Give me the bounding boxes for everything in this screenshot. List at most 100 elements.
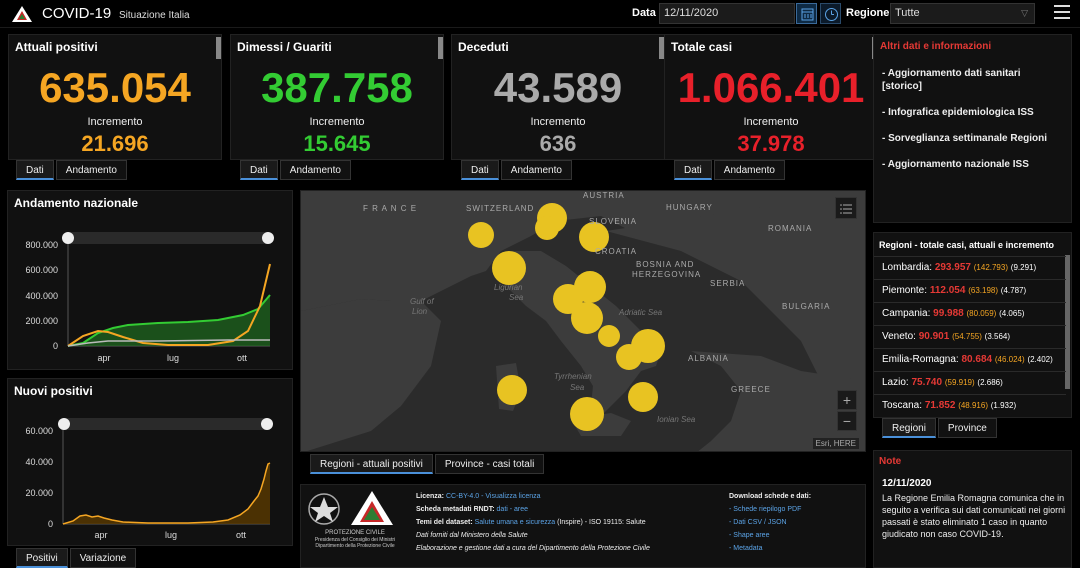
info-link-dati-sanitari[interactable]: - Aggiornamento dati sanitari xyxy=(882,68,1021,79)
download-pdf-link[interactable]: - Schede riepilogo PDF xyxy=(729,506,802,513)
map-label: Adriatic Sea xyxy=(619,308,663,317)
y-tick: 20.000 xyxy=(25,488,53,498)
tab-dati[interactable]: Dati xyxy=(674,160,712,180)
chevron-down-icon: ▽ xyxy=(1021,8,1028,18)
range-slider-handle-left[interactable] xyxy=(58,418,70,430)
range-slider-handle-left[interactable] xyxy=(62,232,74,244)
date-input[interactable]: 12/11/2020 xyxy=(659,3,795,24)
tab-andamento[interactable]: Andamento xyxy=(500,160,572,180)
protezione-civile-emblem-icon xyxy=(351,491,393,525)
credits-panel: PROTEZIONE CIVILE Presidenza del Consigl… xyxy=(300,484,866,568)
info-link-infografica[interactable]: - Infografica epidemiologica ISS xyxy=(882,107,1034,118)
map-label: CROATIA xyxy=(595,247,637,256)
org-sub2: Dipartimento della Protezione Civile xyxy=(315,543,395,549)
menu-button[interactable] xyxy=(1054,5,1070,21)
calendar-icon xyxy=(801,8,814,21)
y-tick: 0 xyxy=(53,341,58,351)
tab-dati[interactable]: Dati xyxy=(16,160,54,180)
license-link[interactable]: CC-BY-4.0 - Visualizza licenza xyxy=(445,493,541,500)
info-link-sorveglianza[interactable]: - Sorveglianza settimanale Regioni xyxy=(882,133,1048,144)
y-tick: 800.000 xyxy=(25,240,58,250)
line-guariti xyxy=(67,294,271,347)
x-tick: apr xyxy=(97,353,110,363)
region-row[interactable]: Toscana: 71.852 (48.916) (1.932) xyxy=(874,394,1066,417)
andamento-nazionale-panel: Andamento nazionale 800.000 600.000 400.… xyxy=(7,190,293,370)
card-scrollbar[interactable] xyxy=(659,37,664,59)
map-legend-button[interactable] xyxy=(835,197,857,219)
tab-province-casi[interactable]: Province - casi totali xyxy=(434,454,545,474)
tab-andamento[interactable]: Andamento xyxy=(713,160,785,180)
tab-andamento[interactable]: Andamento xyxy=(55,160,127,180)
card-scrollbar[interactable] xyxy=(216,37,221,59)
range-slider-handle-right[interactable] xyxy=(262,232,274,244)
region-row[interactable]: Lazio: 75.740 (59.919) (2.686) xyxy=(874,371,1066,394)
card-title: Totale casi xyxy=(671,40,733,54)
themes-link[interactable]: Salute umana e sicurezza xyxy=(474,519,556,526)
region-select[interactable]: Tutte ▽ xyxy=(890,3,1035,24)
regions-scrollbar[interactable] xyxy=(1065,255,1070,389)
org-sub1: Presidenza del Consiglio dei Ministri xyxy=(314,537,396,543)
card-value: 1.066.401 xyxy=(677,64,865,111)
zoom-out-button[interactable]: − xyxy=(837,411,857,431)
tab-province[interactable]: Province xyxy=(937,418,997,438)
map-label: Ligurian xyxy=(494,283,523,292)
region-row[interactable]: Emilia-Romagna: 80.684 (46.024) (2.402) xyxy=(874,348,1066,371)
clock-icon xyxy=(825,8,838,21)
nuovi-tabs: Positivi Variazione xyxy=(16,548,138,568)
card-tabs-1: Dati Andamento xyxy=(16,160,129,180)
map-label: SWITZERLAND xyxy=(466,204,535,213)
tab-positivi[interactable]: Positivi xyxy=(16,548,68,568)
time-button[interactable] xyxy=(820,3,841,24)
tab-dati[interactable]: Dati xyxy=(240,160,278,180)
map-bubble xyxy=(598,325,620,347)
range-slider-track[interactable] xyxy=(68,232,268,244)
notes-title: Note xyxy=(879,456,902,467)
date-label: Data xyxy=(632,7,656,19)
land-iberia xyxy=(301,299,441,451)
download-shape-link[interactable]: - Shape aree xyxy=(729,532,770,539)
region-row[interactable]: Veneto: 90.901 (54.755) (3.564) xyxy=(874,325,1066,348)
calendar-button[interactable] xyxy=(796,3,817,24)
x-tick: lug xyxy=(165,530,177,540)
regions-title: Regioni - totale casi, attuali e increme… xyxy=(879,240,1055,250)
region-row[interactable]: Campania: 99.988 (80.059) (4.065) xyxy=(874,302,1066,325)
info-link-storico[interactable]: [storico] xyxy=(882,81,922,92)
map-label: ROMANIA xyxy=(768,224,813,233)
map-label: BOSNIA AND xyxy=(636,260,695,269)
region-row[interactable]: Piemonte: 112.054 (63.198) (4.787) xyxy=(874,279,1066,302)
metadata-link[interactable]: dati - aree xyxy=(496,506,529,513)
zoom-in-button[interactable]: + xyxy=(837,390,857,410)
card-increment-label: Incremento xyxy=(530,116,586,128)
italian-emblem-icon xyxy=(308,493,340,525)
map-bubble xyxy=(628,382,658,412)
tab-andamento[interactable]: Andamento xyxy=(279,160,351,180)
themes-line: Temi del dataset: Salute umana e sicurez… xyxy=(416,516,646,529)
region-row[interactable]: Lombardia: 293.957 (142.793) (9.291) xyxy=(874,256,1066,279)
italy-map[interactable]: F R A N C E SWITZERLAND AUSTRIA HUNGARY … xyxy=(300,190,866,452)
info-link-iss[interactable]: - Aggiornamento nazionale ISS xyxy=(882,159,1029,170)
map-label: Lion xyxy=(412,307,428,316)
map-label: F R A N C E xyxy=(363,204,418,213)
map-bubble xyxy=(570,397,604,431)
tab-regioni-attuali[interactable]: Regioni - attuali positivi xyxy=(310,454,433,474)
card-increment-label: Incremento xyxy=(309,116,365,128)
map-bubble xyxy=(535,216,559,240)
download-csv-link[interactable]: - Dati CSV / JSON xyxy=(729,519,787,526)
list-icon xyxy=(840,204,852,214)
range-slider-track[interactable] xyxy=(63,418,268,430)
range-slider-handle-right[interactable] xyxy=(261,418,273,430)
x-tick: apr xyxy=(94,530,107,540)
card-increment: 37.978 xyxy=(737,131,805,156)
download-metadata-link[interactable]: - Metadata xyxy=(729,545,763,552)
tab-regioni[interactable]: Regioni xyxy=(882,418,936,438)
tab-dati[interactable]: Dati xyxy=(461,160,499,180)
card-title: Dimessi / Guariti xyxy=(237,40,332,54)
tab-variazione[interactable]: Variazione xyxy=(69,548,137,568)
panel-title: Andamento nazionale xyxy=(14,196,139,210)
map-label: Tyrrhenian xyxy=(554,372,592,381)
nuovi-positivi-chart: 60.000 40.000 20.000 0 apr lug ott xyxy=(25,418,273,540)
land-greece xyxy=(691,351,865,451)
map-canvas xyxy=(301,191,865,451)
card-tabs-3: Dati Andamento xyxy=(461,160,574,180)
card-scrollbar[interactable] xyxy=(438,37,443,59)
